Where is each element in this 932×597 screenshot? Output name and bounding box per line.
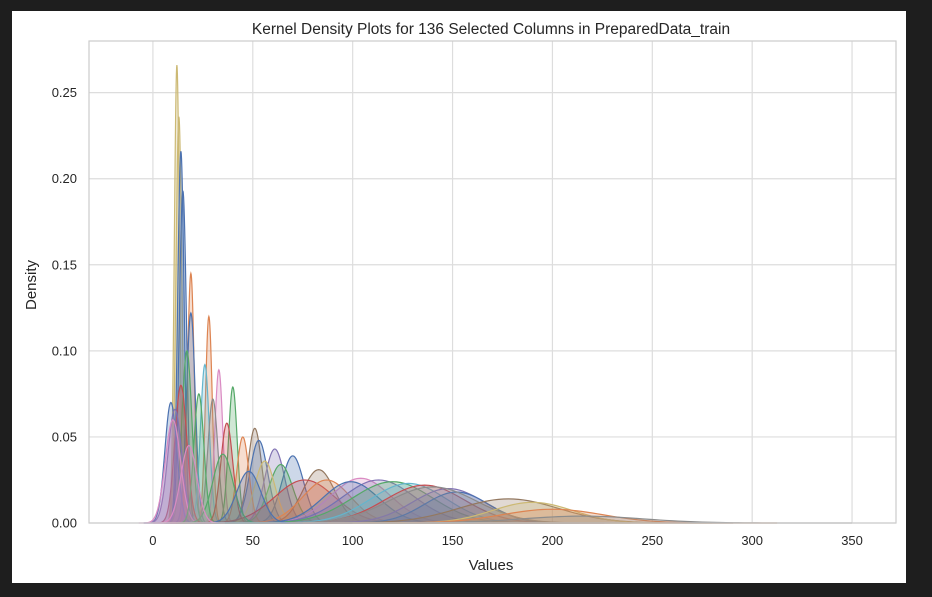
chart-figure: 0 50 100 150 200 250 300 350 0.00 0.05 0.10 0.15 0.… xyxy=(12,11,906,583)
y-axis-label: Density xyxy=(23,259,40,310)
plot-frame xyxy=(88,40,897,524)
x-tick-label: 0 xyxy=(149,533,156,548)
density-curve xyxy=(152,444,225,524)
x-tick-label: 100 xyxy=(342,533,364,548)
x-tick-label: 50 xyxy=(246,533,260,548)
grid-lines xyxy=(89,41,896,524)
y-tick-label: 0.00 xyxy=(52,516,77,531)
x-tick-label: 250 xyxy=(641,533,663,548)
density-curve xyxy=(138,418,208,524)
x-tick-label: 350 xyxy=(841,533,863,548)
y-tick-label: 0.10 xyxy=(52,343,77,358)
x-axis-label: Values xyxy=(469,557,514,574)
density-curves xyxy=(138,65,853,524)
x-tick-label: 300 xyxy=(741,533,763,548)
x-tick-labels: 0 50 100 150 200 250 300 350 xyxy=(149,533,863,548)
y-tick-label: 0.25 xyxy=(52,85,77,100)
y-tick-label: 0.05 xyxy=(52,429,77,444)
y-tick-label: 0.20 xyxy=(52,171,77,186)
y-tick-label: 0.15 xyxy=(52,257,77,272)
density-curve xyxy=(170,311,212,524)
x-tick-label: 200 xyxy=(542,533,564,548)
kde-chart: 0 50 100 150 200 250 300 350 0.000.050.100.150.… xyxy=(23,21,897,574)
y-tick-labels: 0.00 0.05 0.10 0.15 0.20 0.25 xyxy=(52,85,77,530)
density-curve xyxy=(153,384,209,524)
chart-title: Kernel Density Plots for 136 Selected Co… xyxy=(252,21,730,38)
density-curve xyxy=(165,151,196,524)
x-tick-label: 150 xyxy=(442,533,464,548)
